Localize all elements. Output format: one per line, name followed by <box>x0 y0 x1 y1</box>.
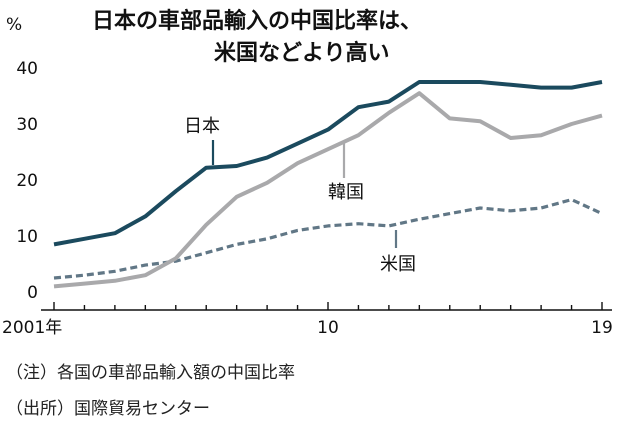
chart-title-line-2: 米国などより高い <box>214 40 390 66</box>
x-tick-label: 2001年 <box>2 318 62 338</box>
y-tick-label: 30 <box>16 115 38 135</box>
x-tick-label: 19 <box>591 318 613 338</box>
y-tick-label: 0 <box>27 283 38 303</box>
series-line-2 <box>53 198 603 280</box>
y-tick-label: 10 <box>16 227 38 247</box>
x-tick-label: 10 <box>317 318 339 338</box>
y-axis-ticks: 0 10 20 30 40 <box>16 59 38 303</box>
series-label-0: 日本 <box>184 116 220 137</box>
source-text: （出所）国際貿易センター <box>6 399 210 419</box>
series-label-2: 米国 <box>380 254 416 275</box>
series-line-1 <box>53 91 603 289</box>
y-tick-label: 40 <box>16 59 38 79</box>
x-axis-ticks: 2001年 10 19 <box>2 302 613 338</box>
series-label-1: 韓国 <box>328 182 364 203</box>
y-axis-unit: % <box>6 15 22 35</box>
chart-title-line-1: 日本の車部品輸入の中国比率は、 <box>92 8 422 34</box>
series-lines <box>53 80 603 289</box>
y-tick-label: 20 <box>16 171 38 191</box>
note-text: （注）各国の車部品輸入額の中国比率 <box>6 363 295 383</box>
series-line-0 <box>53 80 603 247</box>
